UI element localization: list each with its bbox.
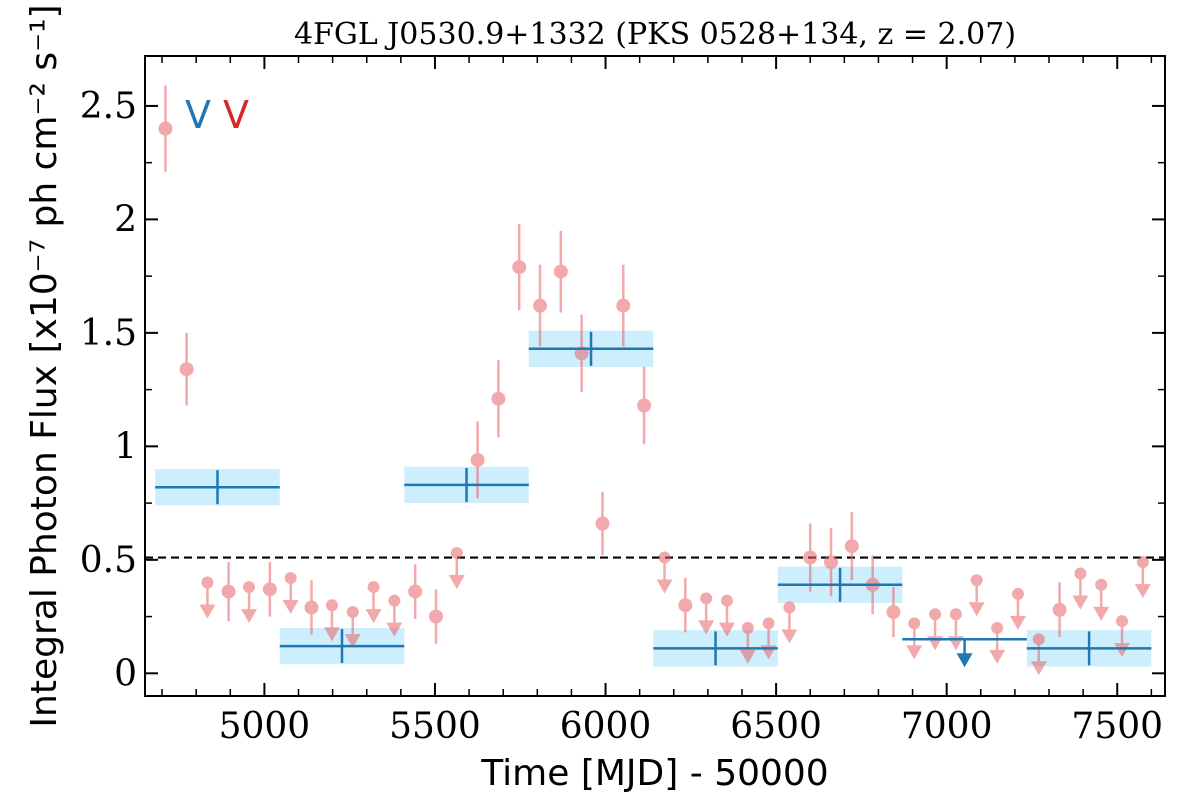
short-bin-upper-limit-arrow [282, 599, 299, 614]
short-bin-upper-limit-arrow [386, 622, 403, 637]
short-bin-upper-limit-arrow [656, 579, 673, 594]
short-bin-upper-limit-arrow [968, 602, 985, 617]
short-bin-point [304, 600, 319, 615]
short-bin-upper-limit-marker [700, 592, 713, 605]
short-bin-upper-limit-marker [1136, 556, 1149, 569]
short-bin-point [470, 452, 485, 467]
short-bin-point [533, 298, 548, 313]
short-bin-upper-limit-arrow [365, 609, 382, 624]
short-bin-upper-limit-arrow [781, 629, 798, 644]
short-bin-upper-limit-marker [991, 621, 1004, 634]
short-bin-upper-limit-marker [325, 599, 338, 612]
short-bin-upper-limit-marker [783, 601, 796, 614]
short-bin-upper-limit-marker [908, 617, 921, 630]
short-bin-upper-limit-marker [284, 571, 297, 584]
short-bin-upper-limit-arrow [323, 627, 340, 642]
short-bin-upper-limit-marker [741, 621, 754, 634]
short-bin-point [512, 260, 527, 275]
short-bin-point [595, 516, 610, 531]
short-bin-point [221, 584, 236, 599]
short-bin-upper-limit-marker [1011, 587, 1024, 600]
short-bin-upper-limit-arrow [199, 604, 216, 619]
short-bin-point [678, 598, 693, 613]
short-bin-upper-limit-arrow [1072, 595, 1089, 610]
short-bin-upper-limit-marker [243, 581, 256, 594]
short-bin-upper-limit-marker [1074, 567, 1087, 580]
short-bin-upper-limit-marker [720, 594, 733, 607]
short-bin-upper-limit-marker [1095, 578, 1108, 591]
short-bin-upper-limit-arrow [241, 609, 258, 624]
y-tick-label: 2.5 [80, 86, 137, 127]
short-bin-point [553, 264, 568, 279]
short-bin-point [262, 582, 277, 597]
short-bin-upper-limit-arrow [718, 622, 735, 637]
x-tick-label: 5000 [219, 706, 311, 747]
y-tick-label: 0.5 [80, 540, 137, 581]
short-bin-upper-limit-marker [450, 547, 463, 560]
short-bin-point [637, 398, 652, 413]
short-bin-point [824, 555, 839, 570]
short-bin-upper-limit-arrow [1030, 661, 1047, 676]
x-tick-label: 6000 [560, 706, 652, 747]
short-bin-point [408, 584, 423, 599]
short-bin-upper-limit-marker [1116, 615, 1129, 628]
short-bin-upper-limit-marker [388, 594, 401, 607]
short-bin-upper-limit-marker [762, 617, 775, 630]
x-tick-label: 7500 [1071, 706, 1163, 747]
plot-area: 5000 5500 6000 6500 7000 7500 0 0.5 1 1.5 2 2.5 V V [80, 55, 1166, 747]
short-bin-upper-limit-marker [346, 606, 359, 619]
y-tick-label: 1 [114, 426, 137, 467]
short-bin-point [179, 362, 194, 377]
short-bin-upper-limit-arrow [1134, 584, 1151, 599]
short-bin-upper-limit-marker [949, 608, 962, 621]
short-bin-point [491, 391, 506, 406]
y-tick-label: 0 [114, 653, 137, 694]
short-bin-upper-limit-arrow [1114, 643, 1131, 658]
legend-entry-long_bin: V [185, 93, 211, 137]
y-tick-label: 2 [114, 199, 137, 240]
legend-entry-short_bin: V [223, 93, 249, 137]
short-bin-point [428, 609, 443, 624]
short-bin-upper-limit-marker [201, 576, 214, 589]
short-bin-upper-limit-marker [1032, 633, 1045, 646]
x-tick-label: 6500 [730, 706, 822, 747]
y-tick-label: 1.5 [80, 313, 137, 354]
short-bin-upper-limit-arrow [989, 649, 1006, 664]
axes-frame [144, 55, 1166, 697]
short-bin-point [158, 121, 173, 136]
short-bin-upper-limit-arrow [1093, 606, 1110, 621]
long-bin-upper-limit-arrow [956, 653, 973, 668]
short-bin-upper-limit-arrow [1009, 615, 1026, 630]
short-bin-upper-limit-arrow [906, 645, 923, 660]
x-tick-label: 5500 [389, 706, 481, 747]
short-bin-series [158, 85, 1151, 676]
short-bin-upper-limit-marker [970, 574, 983, 587]
short-bin-upper-limit-arrow [698, 620, 715, 635]
x-axis-label: Time [MJD] - 50000 [480, 753, 828, 794]
short-bin-upper-limit-arrow [739, 649, 756, 664]
short-bin-upper-limit-marker [367, 581, 380, 594]
y-axis-label: Integral Photon Flux [x10⁻⁷ ph cm⁻² s⁻¹] [24, 4, 65, 727]
short-bin-point [844, 539, 859, 554]
short-bin-upper-limit-marker [658, 551, 671, 564]
short-bin-point [803, 550, 818, 565]
short-bin-upper-limit-arrow [344, 634, 361, 649]
short-bin-point [616, 298, 631, 313]
x-tick-label: 7000 [901, 706, 993, 747]
short-bin-upper-limit-marker [929, 608, 942, 621]
chart-title: 4FGL J0530.9+1332 (PKS 0528+134, z = 2.0… [294, 17, 1016, 52]
short-bin-upper-limit-arrow [448, 575, 465, 590]
short-bin-point [886, 605, 901, 620]
short-bin-point [1052, 602, 1067, 617]
